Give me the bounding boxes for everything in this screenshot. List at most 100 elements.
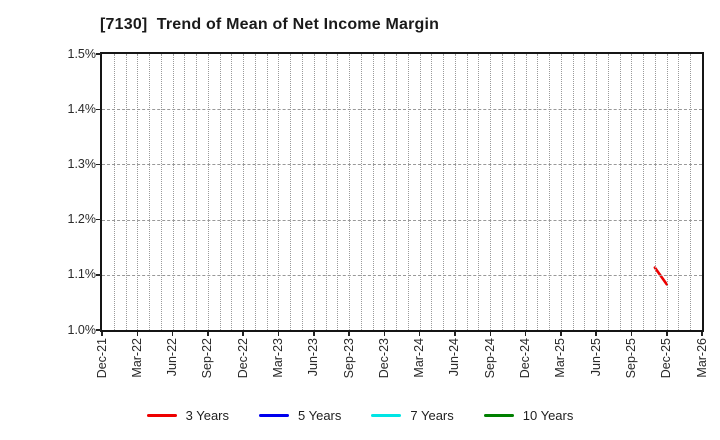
legend-item: 7 Years <box>371 407 454 423</box>
x-tick-label: Mar-25 <box>553 338 568 378</box>
y-tick-label: 1.4% <box>67 101 97 116</box>
gridline-horizontal <box>102 164 702 166</box>
gridline-vertical <box>231 54 233 330</box>
legend-line-sample <box>483 413 514 417</box>
gridline-vertical <box>678 54 680 330</box>
gridline-vertical <box>537 54 539 330</box>
gridline-horizontal <box>102 274 702 276</box>
gridline-vertical <box>560 54 562 330</box>
y-tick-mark <box>96 218 101 221</box>
gridline-vertical <box>607 54 609 330</box>
gridline-vertical <box>184 54 186 330</box>
gridline-vertical <box>219 54 221 330</box>
plot-area <box>100 52 704 332</box>
x-tick-label: Sep-24 <box>482 338 497 379</box>
x-tick-label: Dec-21 <box>94 338 109 379</box>
x-tick-mark <box>101 332 103 336</box>
gridline-horizontal <box>102 219 702 221</box>
x-tick-mark <box>595 332 597 336</box>
x-tick-label: Jun-24 <box>447 338 462 377</box>
gridline-vertical <box>631 54 633 330</box>
y-tick-mark <box>96 329 101 331</box>
gridline-vertical <box>243 54 245 330</box>
gridline-vertical <box>490 54 492 330</box>
y-tick-label: 1.2% <box>67 212 97 227</box>
series-lines <box>653 266 669 286</box>
gridline-vertical <box>443 54 445 330</box>
x-tick-mark <box>136 332 138 336</box>
gridline-vertical <box>525 54 527 330</box>
legend-item: 10 Years <box>483 407 574 423</box>
gridline-vertical <box>596 54 598 330</box>
x-tick-mark <box>348 332 350 336</box>
x-tick-mark <box>277 332 280 336</box>
gridline-vertical <box>149 54 151 330</box>
x-tick-label: Sep-25 <box>623 338 638 379</box>
gridline-vertical <box>666 54 668 330</box>
legend-line-sample <box>259 413 289 417</box>
gridline-vertical <box>290 54 292 330</box>
x-tick-label: Jun-22 <box>165 338 180 377</box>
gridline-vertical <box>266 54 268 330</box>
gridline-vertical <box>113 54 115 330</box>
gridline-vertical <box>360 54 362 330</box>
legend-line-sample <box>146 413 177 417</box>
x-tick-mark <box>313 332 315 336</box>
gridline-vertical <box>619 54 621 330</box>
legend-line-sample <box>371 413 402 417</box>
y-tick-mark <box>96 53 101 55</box>
gridline-vertical <box>137 54 139 330</box>
legend-label: 7 Years <box>410 407 454 423</box>
gridline-vertical <box>690 54 692 330</box>
legend: 3 Years 5 Years 7 Years 10 Years <box>0 403 720 427</box>
gridline-vertical <box>172 54 174 330</box>
gridline-vertical <box>313 54 315 330</box>
y-tick-mark <box>96 274 101 276</box>
x-tick-label: Mar-26 <box>694 338 709 378</box>
x-tick-label: Jun-25 <box>588 338 603 377</box>
y-tick-label: 1.5% <box>67 46 97 61</box>
x-tick-label: Sep-22 <box>200 338 215 379</box>
gridline-vertical <box>454 54 456 330</box>
legend-label: 10 Years <box>522 407 574 423</box>
x-tick-mark <box>207 332 209 336</box>
y-tick-mark <box>96 108 101 110</box>
gridline-vertical <box>513 54 515 330</box>
legend-item: 5 Years <box>259 408 341 423</box>
x-tick-mark <box>666 332 668 336</box>
x-tick-label: Mar-22 <box>129 338 144 378</box>
chart-title: [7130] Trend of Mean of Net Income Margi… <box>100 16 440 33</box>
x-tick-label: Dec-24 <box>518 338 532 379</box>
x-tick-mark <box>489 332 491 336</box>
y-tick-label: 1.1% <box>67 267 97 282</box>
gridline-vertical <box>502 54 503 330</box>
legend-label: 3 Years <box>185 407 229 423</box>
x-tick-label: Dec-23 <box>376 338 391 379</box>
legend-label: 5 Years <box>298 407 342 423</box>
gridline-vertical <box>478 54 480 330</box>
gridline-vertical <box>196 54 198 330</box>
gridline-vertical <box>325 54 327 330</box>
gridline-vertical <box>349 54 351 330</box>
x-tick-mark <box>418 332 421 336</box>
x-tick-mark <box>242 332 244 336</box>
x-tick-mark <box>383 332 386 336</box>
x-tick-mark <box>171 332 174 336</box>
x-tick-label: Sep-23 <box>341 338 356 379</box>
y-tick-mark <box>96 163 101 166</box>
gridline-vertical <box>396 54 398 330</box>
gridline-vertical <box>337 54 339 330</box>
gridline-vertical <box>419 54 421 330</box>
gridline-vertical <box>654 54 656 330</box>
x-tick-mark <box>701 332 703 336</box>
x-tick-label: Jun-23 <box>306 338 321 377</box>
gridline-vertical <box>584 54 586 330</box>
series-line-3-years <box>653 266 669 286</box>
gridline-vertical <box>278 54 280 330</box>
gridline-vertical <box>431 54 433 330</box>
y-tick-label: 1.3% <box>67 156 97 171</box>
x-tick-label: Dec-25 <box>659 338 674 379</box>
gridline-vertical <box>549 54 551 330</box>
x-tick-mark <box>630 332 633 336</box>
